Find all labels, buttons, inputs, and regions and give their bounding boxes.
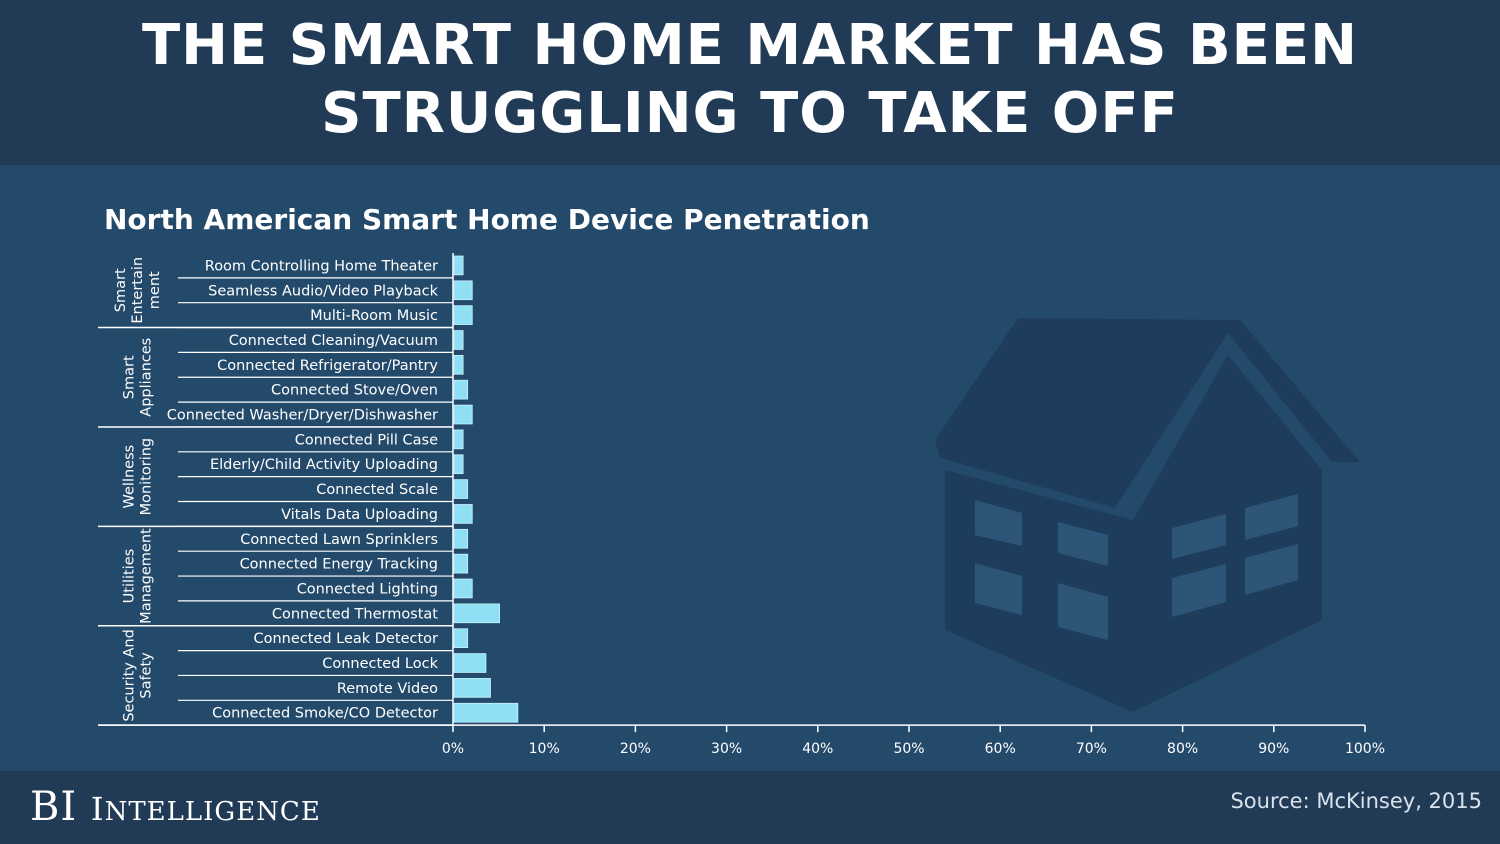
bar [453,330,464,350]
bar [453,504,473,524]
bar [453,280,473,301]
x-tick-label: 20% [620,741,651,757]
bar [453,553,469,574]
x-tick-label: 30% [711,741,742,757]
category-label: Connected Lawn Sprinklers [240,532,438,548]
x-tick-label: 70% [1076,741,1107,757]
group-label-line: Appliances [139,338,155,417]
brand-bi: BI [30,784,78,830]
headline: THE SMART HOME MARKET HAS BEEN STRUGGLIN… [0,12,1500,148]
brand-logo: BI INTELLIGENCE [30,784,321,830]
x-tick-label: 50% [893,741,924,757]
footer-band [0,771,1500,844]
group-label-line: Entertain [130,257,146,324]
group-label-line: ment [147,271,163,309]
bar [453,404,473,425]
chart-title: North American Smart Home Device Penetra… [104,203,870,236]
group-label-line: Security And [122,629,138,721]
bar [453,653,487,673]
category-label: Connected Lock [322,656,438,672]
bar [453,578,473,599]
category-label: Connected Washer/Dryer/Dishwasher [167,408,438,424]
group-label-line: Monitoring [139,438,155,516]
group-label-line: Management [139,528,155,624]
category-label: Elderly/Child Activity Uploading [210,457,438,473]
category-label: Remote Video [337,681,438,697]
group-label: SmartAppliances [122,338,155,417]
group-label-line: Safety [139,652,155,699]
group-label: UtilitiesManagement [122,528,155,624]
category-label: Seamless Audio/Video Playback [208,283,438,299]
group-label-line: Wellness [122,445,138,509]
headline-line-2: STRUGGLING TO TAKE OFF [321,81,1179,146]
x-tick-label: 100% [1345,741,1385,757]
category-label: Connected Stove/Oven [271,383,438,399]
group-label-line: Smart [113,268,129,312]
category-label: Vitals Data Uploading [281,507,438,523]
x-tick-label: 10% [529,741,560,757]
category-label: Connected Refrigerator/Pantry [217,358,438,374]
bar [453,528,469,549]
group-label-line: Utilities [122,549,138,604]
bar [453,702,519,723]
bar [453,305,473,325]
source-note: Source: McKinsey, 2015 [1230,789,1482,813]
group-label-line: Smart [122,355,138,399]
category-label: Connected Lighting [297,581,438,597]
house-icon [935,318,1360,712]
bar [453,628,469,649]
bar [453,479,469,499]
group-label: Security AndSafety [122,629,155,721]
bar [453,429,464,450]
plot-area: 0% 10% 20% 30% 40% 50% 60% 70% 80% 90% 100% Room Co… [98,253,1385,757]
bar [453,255,464,276]
bar [453,603,500,624]
x-tick-label: 60% [985,741,1016,757]
bar [453,379,469,400]
x-tick-label: 40% [802,741,833,757]
bar [453,454,464,475]
group-label: WellnessMonitoring [122,438,155,516]
x-tick-label: 0% [442,741,464,757]
header-band [0,0,1500,165]
category-label: Connected Leak Detector [253,631,438,647]
category-label: Connected Thermostat [272,606,438,622]
brand-intelligence: INTELLIGENCE [90,790,321,828]
headline-line-1: THE SMART HOME MARKET HAS BEEN [141,13,1359,78]
bar [453,678,491,698]
x-tick-label: 90% [1258,741,1289,757]
category-label: Connected Smoke/CO Detector [212,706,438,722]
category-label: Connected Pill Case [295,432,438,448]
category-label: Connected Scale [316,482,438,498]
category-label: Connected Energy Tracking [240,557,438,573]
x-tick-label: 80% [1167,741,1198,757]
category-label: Room Controlling Home Theater [205,258,438,274]
group-label: SmartEntertainment [113,257,163,324]
category-label: Multi-Room Music [310,308,438,324]
category-label: Connected Cleaning/Vacuum [229,333,438,349]
bar [453,354,464,375]
